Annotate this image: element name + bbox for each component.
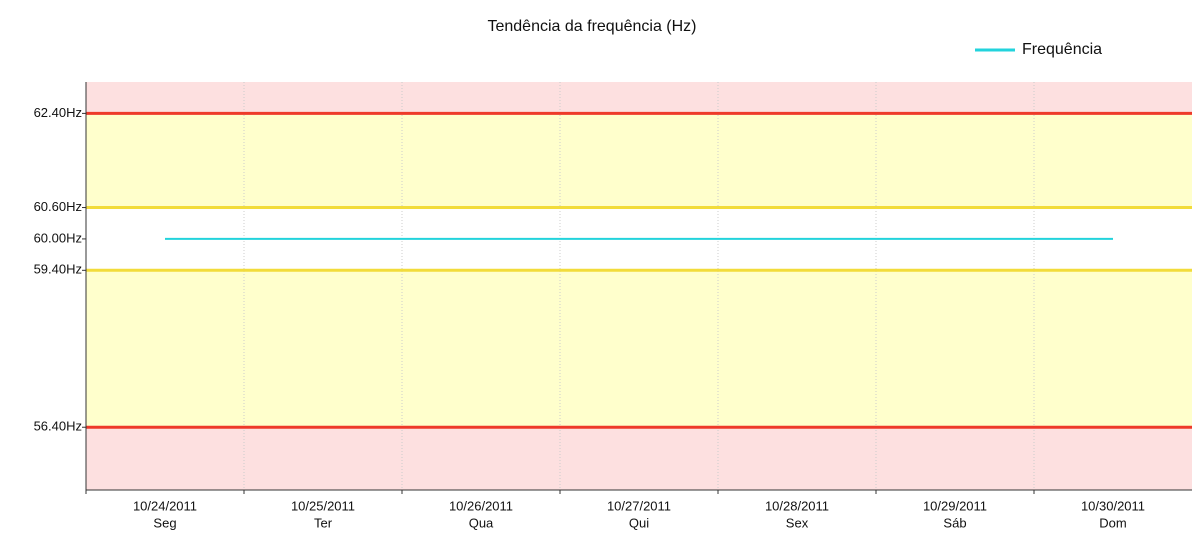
x-tick-label: Ter (314, 515, 333, 530)
chart-title: Tendência da frequência (Hz) (487, 18, 696, 35)
x-tick-label: Seg (153, 515, 176, 530)
x-tick-label: Dom (1099, 515, 1126, 530)
x-tick-label: 10/27/2011 (607, 498, 671, 513)
x-tick-label: 10/30/2011 (1081, 498, 1145, 513)
y-tick-label: 59.40Hz (34, 262, 82, 277)
x-tick-label: Qua (469, 515, 494, 530)
x-tick-label: 10/29/2011 (923, 498, 987, 513)
y-tick-label: 60.60Hz (34, 199, 82, 214)
x-tick-label: Sáb (943, 515, 966, 530)
x-tick-label: Sex (786, 515, 809, 530)
x-tick-label: 10/25/2011 (291, 498, 355, 513)
x-tick-label: Qui (629, 515, 649, 530)
y-tick-label: 60.00Hz (34, 230, 82, 245)
y-tick-label: 62.40Hz (34, 105, 82, 120)
y-tick-label: 56.40Hz (34, 419, 82, 434)
x-tick-label: 10/24/2011 (133, 498, 197, 513)
x-tick-label: 10/28/2011 (765, 498, 829, 513)
legend-label: Frequência (1022, 41, 1102, 58)
x-tick-label: 10/26/2011 (449, 498, 513, 513)
